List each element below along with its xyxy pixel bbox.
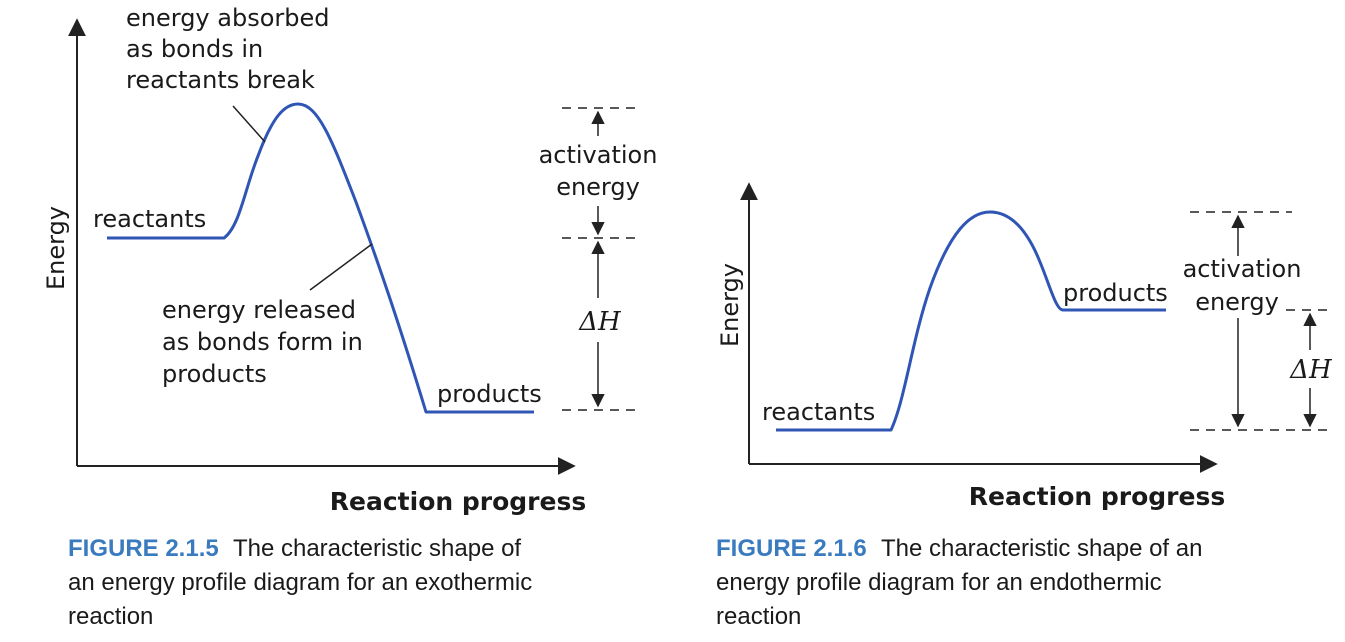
x-axis-label: Reaction progress [969, 482, 1225, 511]
activation-energy-label: energy [1195, 288, 1279, 316]
y-axis-label: Energy [42, 206, 70, 290]
annotation-line: reactants break [126, 66, 315, 94]
bond-breaking-annotation: energy absorbed as bonds in reactants br… [126, 4, 329, 143]
activation-energy-label: energy [556, 173, 640, 201]
delta-h-arrow: ΔH [1289, 312, 1333, 428]
caption-text: reaction [716, 603, 801, 630]
products-label: products [1063, 279, 1168, 307]
delta-h-arrow: ΔH [578, 240, 622, 408]
x-axis-label: Reaction progress [330, 487, 586, 516]
annotation-line: as bonds in [126, 35, 263, 63]
reactants-label: reactants [762, 398, 875, 426]
caption-text: reaction [68, 603, 153, 630]
reference-dashed-lines [562, 107, 636, 411]
caption-text: an energy profile diagram for an exother… [68, 569, 532, 596]
figure-caption: FIGURE 2.1.5 The characteristic shape of… [68, 535, 532, 630]
figure-endothermic: Energy Reaction progress reactants produ… [716, 182, 1333, 630]
reference-dashed-lines [1190, 211, 1332, 431]
leader-line [309, 243, 373, 291]
activation-energy-arrow: activation energy [1183, 214, 1302, 428]
activation-energy-label: activation [1183, 255, 1302, 283]
energy-curve [776, 210, 1166, 432]
svg-text:FIGURE 2.1.6 The chara: FIGURE 2.1.6 The characteristic shape of… [716, 535, 1202, 562]
caption-text: The characteristic shape of [233, 535, 521, 562]
reactants-label: reactants [93, 205, 206, 233]
delta-h-label: ΔH [1289, 355, 1333, 385]
caption-number: FIGURE 2.1.6 [716, 535, 867, 562]
products-label: products [437, 380, 542, 408]
svg-text:FIGURE 2.1.5 The chara: FIGURE 2.1.5 The characteristic shape of [68, 535, 521, 562]
y-axis-label: Energy [716, 263, 744, 347]
annotation-line: products [162, 360, 267, 388]
caption-text: energy profile diagram for an endothermi… [716, 569, 1162, 596]
bond-forming-annotation: energy released as bonds form in product… [162, 243, 373, 388]
leader-line [232, 105, 266, 143]
activation-energy-label: activation [539, 141, 658, 169]
activation-energy-arrow: activation energy [539, 110, 658, 236]
annotation-line: as bonds form in [162, 328, 363, 356]
figure-caption: FIGURE 2.1.6 The characteristic shape of… [716, 535, 1202, 630]
annotation-line: energy absorbed [126, 4, 329, 32]
figure-exothermic: Energy Reaction progress reactants produ… [42, 4, 657, 630]
annotation-line: energy released [162, 296, 356, 324]
energy-curve [107, 102, 534, 414]
caption-number: FIGURE 2.1.5 [68, 535, 219, 562]
delta-h-label: ΔH [578, 307, 622, 337]
caption-text: The characteristic shape of an [881, 535, 1203, 562]
